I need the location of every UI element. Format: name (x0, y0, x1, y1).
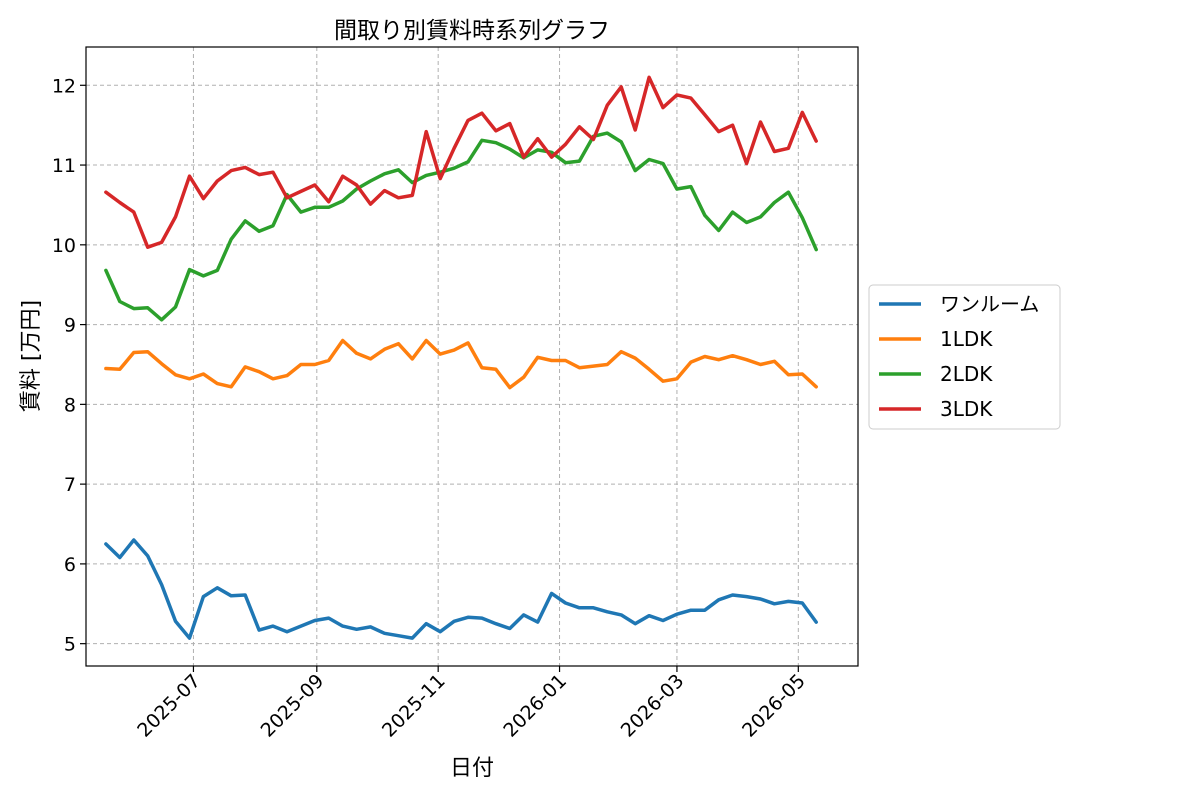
y-axis-label: 賃料 [万円] (19, 300, 44, 412)
chart-title: 間取り別賃料時系列グラフ (334, 18, 610, 44)
legend-label: 2LDK (940, 362, 993, 386)
y-tick-label: 6 (64, 554, 76, 576)
y-tick-label: 7 (64, 474, 76, 496)
legend-box (868, 284, 1061, 430)
y-tick-label: 12 (52, 75, 76, 97)
y-tick-label: 11 (52, 155, 76, 177)
x-axis-label: 日付 (450, 756, 494, 781)
grid-lines (86, 47, 858, 666)
legend: ワンルーム 1LDK 2LDK 3LDK (868, 284, 1061, 430)
y-axis: 5 6 7 8 9 10 11 12 (52, 75, 86, 656)
legend-label: ワンルーム (940, 292, 1039, 316)
series-line-0 (104, 538, 818, 640)
legend-label: 1LDK (940, 327, 993, 351)
series-line-2 (104, 131, 818, 322)
y-tick-label: 5 (64, 634, 76, 656)
y-tick-label: 10 (52, 235, 76, 257)
y-tick-label: 9 (64, 315, 76, 337)
y-tick-label: 8 (64, 394, 76, 416)
series-line-1 (104, 338, 818, 390)
plot-series (104, 75, 818, 640)
legend-label: 3LDK (940, 397, 993, 421)
plot-frame (85, 46, 859, 667)
series-line-3 (104, 75, 818, 249)
